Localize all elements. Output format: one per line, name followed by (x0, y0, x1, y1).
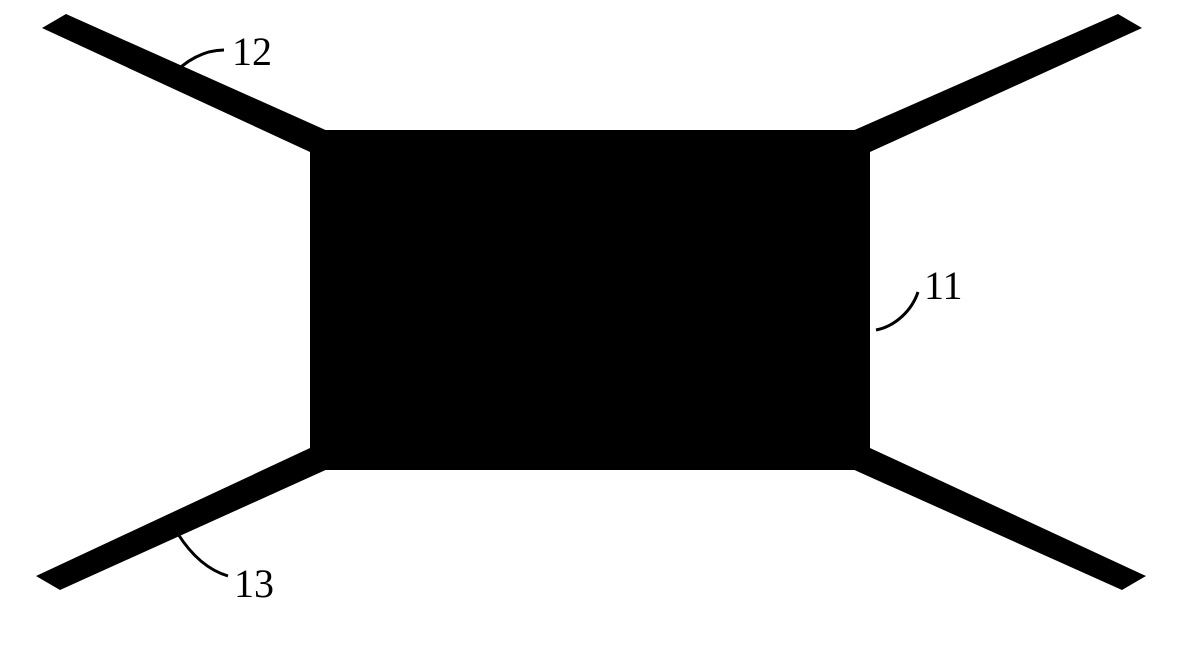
arm-top-left (42, 14, 330, 152)
arm-bottom-right (850, 448, 1146, 590)
arm-top-right (850, 14, 1142, 152)
leader-11 (876, 292, 918, 330)
arm-bottom-left (36, 448, 330, 590)
central-body-rect (310, 130, 870, 470)
leader-13 (178, 534, 228, 576)
label-11: 11 (924, 262, 963, 309)
label-12: 12 (232, 28, 272, 75)
label-13: 13 (234, 560, 274, 607)
diagram-svg (0, 0, 1182, 663)
